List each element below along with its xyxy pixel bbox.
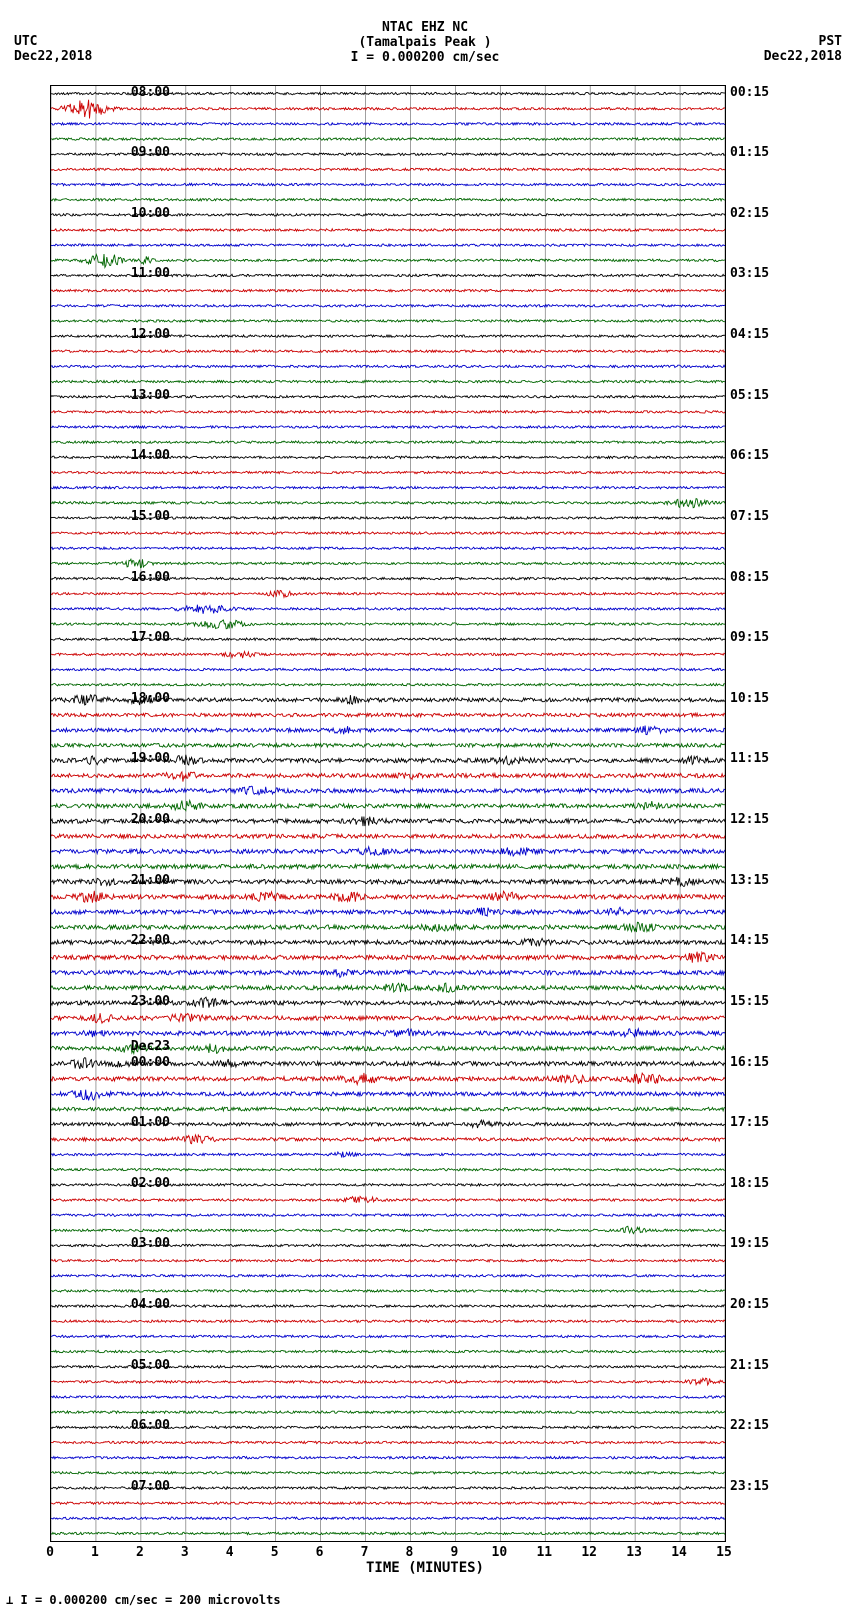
utc-time-label: 13:00: [131, 388, 170, 403]
x-tick-label: 7: [361, 1545, 369, 1560]
pst-time-label: 03:15: [730, 266, 769, 281]
utc-time-label: 19:00: [131, 751, 170, 766]
x-tick-label: 11: [536, 1545, 552, 1560]
pst-time-label: 11:15: [730, 751, 769, 766]
pst-time-label: 12:15: [730, 812, 769, 827]
pst-time-label: 06:15: [730, 448, 769, 463]
x-tick-label: 14: [671, 1545, 687, 1560]
pst-time-label: 05:15: [730, 388, 769, 403]
utc-time-label: 01:00: [131, 1115, 170, 1130]
pst-time-label: 07:15: [730, 509, 769, 524]
pst-time-label: 22:15: [730, 1418, 769, 1433]
pst-time-label: 04:15: [730, 327, 769, 342]
x-tick-label: 8: [406, 1545, 414, 1560]
title-block: NTAC EHZ NC (Tamalpais Peak ) I = 0.0002…: [0, 20, 850, 65]
scale-bar-glyph: I: [351, 50, 359, 65]
seismogram-page: NTAC EHZ NC (Tamalpais Peak ) I = 0.0002…: [0, 0, 850, 1613]
tz-right-label: PST: [764, 34, 842, 49]
header: NTAC EHZ NC (Tamalpais Peak ) I = 0.0002…: [0, 20, 850, 80]
utc-time-label: 02:00: [131, 1176, 170, 1191]
utc-time-label: 12:00: [131, 327, 170, 342]
x-tick-label: 4: [226, 1545, 234, 1560]
utc-time-label: 16:00: [131, 570, 170, 585]
footer-scale-bar: I: [20, 1593, 27, 1607]
utc-time-label: 09:00: [131, 145, 170, 160]
pst-time-label: 13:15: [730, 873, 769, 888]
utc-time-label: 08:00: [131, 85, 170, 100]
pst-time-label: 02:15: [730, 206, 769, 221]
utc-time-label: 18:00: [131, 691, 170, 706]
pst-time-label: 19:15: [730, 1236, 769, 1251]
pst-time-label: 01:15: [730, 145, 769, 160]
utc-time-label: 10:00: [131, 206, 170, 221]
x-tick-label: 13: [626, 1545, 642, 1560]
utc-time-label: 23:00: [131, 994, 170, 1009]
utc-time-label: 06:00: [131, 1418, 170, 1433]
utc-time-label: 07:00: [131, 1479, 170, 1494]
x-tick-label: 2: [136, 1545, 144, 1560]
tz-left-label: UTC: [14, 34, 92, 49]
pst-time-label: 15:15: [730, 994, 769, 1009]
footer-scale-text: = 0.000200 cm/sec = 200 microvolts: [35, 1593, 281, 1607]
tz-left-block: UTC Dec22,2018: [14, 34, 92, 64]
x-tick-label: 3: [181, 1545, 189, 1560]
scale-note: I = 0.000200 cm/sec: [0, 50, 850, 65]
x-tick-label: 5: [271, 1545, 279, 1560]
pst-time-label: 21:15: [730, 1358, 769, 1373]
x-tick-label: 10: [492, 1545, 508, 1560]
utc-time-label: 15:00: [131, 509, 170, 524]
x-axis-title: TIME (MINUTES): [0, 1560, 850, 1576]
x-tick-label: 0: [46, 1545, 54, 1560]
utc-time-label: 20:00: [131, 812, 170, 827]
scale-note-text: = 0.000200 cm/sec: [366, 50, 499, 65]
x-tick-label: 1: [91, 1545, 99, 1560]
pst-time-label: 16:15: [730, 1055, 769, 1070]
footer-scale: ⟂ I = 0.000200 cm/sec = 200 microvolts: [6, 1593, 281, 1607]
utc-date-break: Dec23: [131, 1039, 170, 1054]
utc-time-label: 04:00: [131, 1297, 170, 1312]
pst-time-label: 10:15: [730, 691, 769, 706]
pst-time-label: 17:15: [730, 1115, 769, 1130]
date-right: Dec22,2018: [764, 49, 842, 64]
tz-right-block: PST Dec22,2018: [764, 34, 842, 64]
x-tick-label: 15: [716, 1545, 732, 1560]
pst-time-label: 14:15: [730, 933, 769, 948]
pst-time-label: 00:15: [730, 85, 769, 100]
pst-time-label: 09:15: [730, 630, 769, 645]
pst-time-label: 23:15: [730, 1479, 769, 1494]
footer-prefix: ⟂: [6, 1593, 13, 1607]
utc-time-label: 00:00: [131, 1055, 170, 1070]
utc-time-label: 03:00: [131, 1236, 170, 1251]
utc-time-label: 22:00: [131, 933, 170, 948]
utc-time-label: 11:00: [131, 266, 170, 281]
pst-time-label: 20:15: [730, 1297, 769, 1312]
pst-time-label: 18:15: [730, 1176, 769, 1191]
utc-time-label: 21:00: [131, 873, 170, 888]
utc-time-label: 17:00: [131, 630, 170, 645]
x-tick-label: 12: [581, 1545, 597, 1560]
station-code: NTAC EHZ NC: [0, 20, 850, 35]
x-tick-label: 6: [316, 1545, 324, 1560]
station-location: (Tamalpais Peak ): [0, 35, 850, 50]
utc-time-label: 05:00: [131, 1358, 170, 1373]
pst-time-label: 08:15: [730, 570, 769, 585]
utc-time-label: 14:00: [131, 448, 170, 463]
date-left: Dec22,2018: [14, 49, 92, 64]
x-tick-label: 9: [450, 1545, 458, 1560]
